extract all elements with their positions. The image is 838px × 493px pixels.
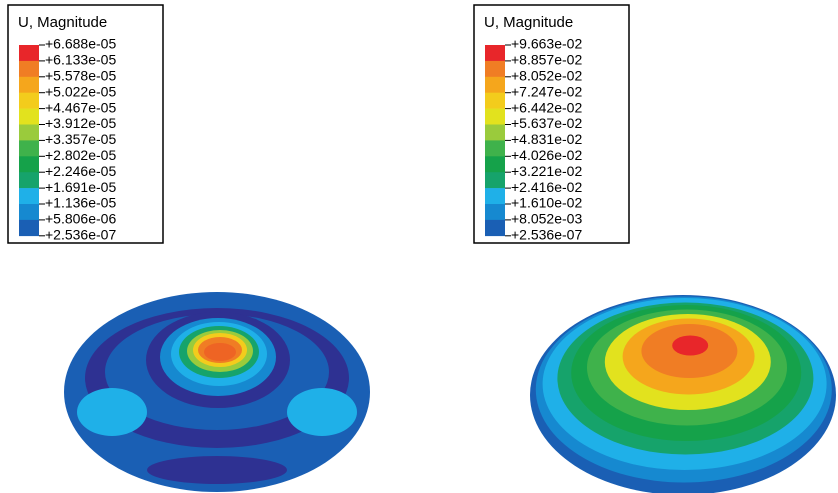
legend-label: +5.022e-05 [45,83,116,99]
legend-title: U, Magnitude [18,14,107,31]
legend-swatch [485,77,505,93]
legend-label: +6.442e-02 [511,99,582,115]
legend-swatch [485,172,505,188]
legend-swatch [19,93,39,109]
legend-swatch [19,156,39,172]
legend-label: +2.416e-02 [511,179,582,195]
contour-band [147,456,287,484]
legend-swatch [19,61,39,77]
legend-label: +8.052e-03 [511,211,582,227]
legend-label: +1.610e-02 [511,195,582,211]
legend-swatch [485,125,505,141]
contour-band [287,388,357,436]
legend-label: +2.246e-05 [45,163,116,179]
legend-swatch [19,220,39,236]
contour-band [672,336,708,356]
legend-label: +5.806e-06 [45,211,116,227]
legend-label: +6.133e-05 [45,52,116,68]
legend-label: +3.221e-02 [511,163,582,179]
legend-swatch [485,156,505,172]
legend-swatch [19,77,39,93]
legend-label: +4.467e-05 [45,99,116,115]
page: U, Magnitude U, Magnitude +6.688e-05+6.1… [0,0,838,493]
legend-swatch [19,204,39,220]
legend-swatch [19,109,39,125]
legend-label: +4.831e-02 [511,131,582,147]
contour-band [77,388,147,436]
legend-swatch [19,188,39,204]
legend-swatch [485,61,505,77]
legend-swatch [485,220,505,236]
legend-swatch [485,188,505,204]
legend-swatch [19,172,39,188]
legend-swatch [19,45,39,61]
legend-swatch [19,140,39,156]
legend-label: +2.536e-07 [511,227,582,243]
legend-swatch [485,109,505,125]
legend-label: +3.357e-05 [45,131,116,147]
legend-swatch [19,125,39,141]
legend-label: +4.026e-02 [511,147,582,163]
legend-label: +1.691e-05 [45,179,116,195]
contour-band [204,343,236,361]
legend-title: U, Magnitude [484,14,573,31]
legend-label: +8.052e-02 [511,68,582,84]
legend-label: +5.578e-05 [45,68,116,84]
legend-swatch [485,45,505,61]
legend-swatch [485,140,505,156]
legend-swatch [485,93,505,109]
legend-label: +7.247e-02 [511,83,582,99]
legend-label: +2.802e-05 [45,147,116,163]
legend-label: +3.912e-05 [45,115,116,131]
legend-label: +9.663e-02 [511,36,582,52]
legend-swatch [485,204,505,220]
legend-label: +8.857e-02 [511,52,582,68]
legend-label: +5.637e-02 [511,115,582,131]
legend-label: +2.536e-07 [45,227,116,243]
legend-label: +6.688e-05 [45,36,116,52]
legend-label: +1.136e-05 [45,195,116,211]
contour-plots [64,292,836,493]
